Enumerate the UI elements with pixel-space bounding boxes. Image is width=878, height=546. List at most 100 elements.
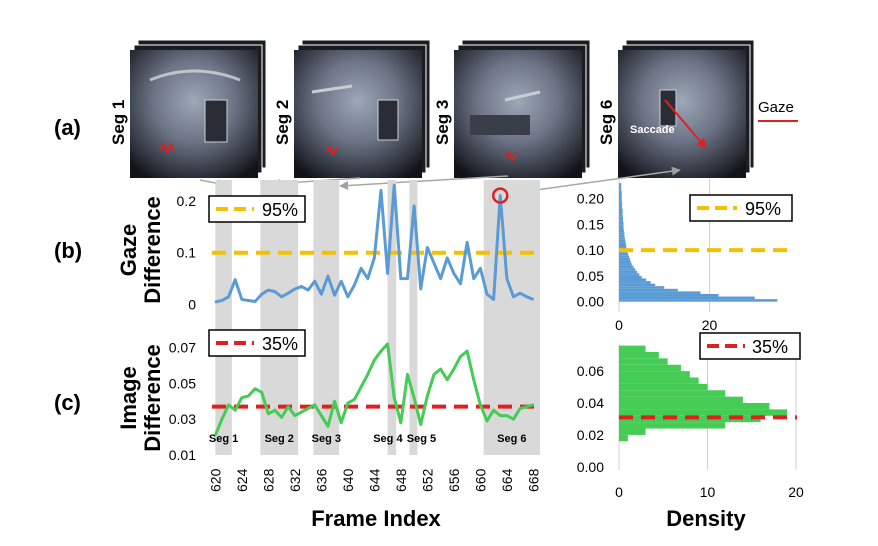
image-density-histogram: 0.00 0.02 0.04 0.06 0 10 20 35%	[577, 332, 804, 500]
image-point	[247, 395, 250, 397]
gaze-point	[221, 299, 223, 302]
image-point	[214, 434, 217, 437]
image-point	[294, 414, 296, 417]
segment-band	[409, 180, 418, 455]
image-hist-xtick-label: 10	[700, 484, 716, 500]
gaze-point	[307, 289, 309, 291]
gaze-point	[446, 257, 449, 259]
gaze-hist-bar	[619, 211, 623, 215]
gaze-hist-bar	[619, 278, 647, 282]
segment-band	[215, 180, 232, 455]
gaze-hist-bar	[619, 203, 623, 207]
xtick-label: 656	[446, 468, 462, 492]
saccade-arrow	[664, 99, 707, 149]
image-hist-bar	[619, 377, 699, 384]
gaze-point	[439, 277, 442, 280]
gaze-point	[340, 280, 343, 283]
gaze-point	[532, 298, 535, 301]
gaze-hist-bar	[619, 239, 626, 243]
gaze-hist-bar	[619, 275, 642, 279]
image-point	[532, 404, 535, 406]
image-point	[479, 404, 482, 406]
image-point	[499, 414, 502, 417]
gaze-ytick-label: 0.1	[177, 245, 197, 261]
gaze-highlight-circle	[491, 187, 509, 204]
gaze-hist-bar	[619, 201, 623, 204]
frame-image-seg2	[294, 50, 422, 178]
gaze-ylabel-line1: Gaze	[116, 224, 141, 277]
gaze-point	[380, 189, 382, 192]
gaze-point	[413, 205, 415, 207]
image-point	[260, 391, 263, 394]
segment-label: Seg 1	[209, 433, 238, 445]
frame-label-seg2: Seg 2	[273, 100, 292, 145]
image-point	[267, 413, 270, 415]
image-legend-text: 35%	[262, 334, 298, 354]
gaze-point	[234, 278, 236, 281]
gaze-hist-bar	[619, 273, 640, 276]
image-ylabel-line1: Image	[116, 366, 141, 430]
gaze-hist-ytick-label: 0.20	[577, 191, 604, 207]
gaze-hist-xtick-label: 20	[702, 317, 718, 333]
gaze-hist-bar	[619, 206, 623, 209]
gaze-hist-bar	[619, 237, 625, 240]
segment-label: Seg 6	[497, 433, 526, 445]
image-point	[506, 414, 508, 417]
gaze-hist-bar	[619, 291, 701, 294]
image-point	[486, 420, 488, 422]
segment-band	[313, 180, 340, 455]
image-hist-bar	[619, 403, 770, 410]
gaze-hist-bar	[619, 245, 627, 248]
image-ytick-label: 0.07	[169, 340, 196, 356]
gaze-hist-bar	[619, 226, 624, 230]
hist-xlabel: Density	[666, 506, 746, 531]
image-point	[274, 409, 276, 412]
gaze-point	[313, 280, 316, 283]
gaze-hist-bar	[619, 263, 632, 266]
image-point	[453, 368, 455, 370]
image-hist-xtick-label: 20	[788, 484, 804, 500]
gaze-point	[267, 289, 270, 291]
image-hist-bar	[619, 396, 743, 404]
gaze-point	[247, 299, 250, 302]
gaze-point	[519, 292, 521, 294]
image-point	[446, 378, 449, 381]
frame-label-seg1: Seg 1	[109, 100, 128, 145]
image-hist-bar	[619, 345, 646, 352]
image-point	[254, 387, 256, 390]
gaze-hist-ytick-label: 0.05	[577, 268, 604, 284]
frame-stack-seg1: Seg 1	[109, 39, 267, 178]
image-point	[221, 418, 223, 420]
gaze-ytick-label: 0	[188, 297, 196, 313]
image-point	[472, 378, 475, 381]
gaze-point	[287, 292, 290, 294]
frame-stack-seg6: Seg 6 Saccade	[597, 39, 755, 178]
image-point	[347, 402, 349, 404]
gaze-point	[280, 296, 283, 298]
gaze-hist-bar	[619, 196, 622, 199]
gaze-point	[426, 246, 429, 249]
gaze-point	[433, 262, 435, 264]
image-point	[327, 425, 329, 428]
segment-label: Seg 4	[373, 433, 403, 445]
image-hist-bar	[619, 364, 681, 372]
gaze-hist-bar	[619, 214, 623, 217]
image-point	[393, 396, 396, 399]
xtick-label: 660	[472, 468, 488, 492]
gaze-hist-bar	[619, 190, 622, 194]
image-point	[360, 386, 362, 388]
gaze-ytick-label: 0.2	[177, 193, 197, 209]
image-ytick-label: 0.03	[169, 411, 196, 427]
gaze-point	[499, 194, 502, 197]
image-difference-chart: 0.01 0.03 0.05 0.07 35% 620 624 628 632 636 640 644…	[169, 329, 541, 492]
gaze-hist-bar	[619, 293, 719, 297]
gaze-point	[227, 296, 230, 298]
gaze-hist-ytick-label: 0.10	[577, 242, 604, 258]
image-point	[320, 414, 323, 417]
gaze-point	[406, 277, 409, 280]
gaze-point	[274, 290, 276, 293]
segment-label: Seg 5	[407, 433, 436, 445]
gaze-hist-ytick-label: 0.15	[577, 216, 604, 232]
frame-image-seg6	[618, 50, 746, 178]
xtick-label: 652	[419, 468, 435, 492]
